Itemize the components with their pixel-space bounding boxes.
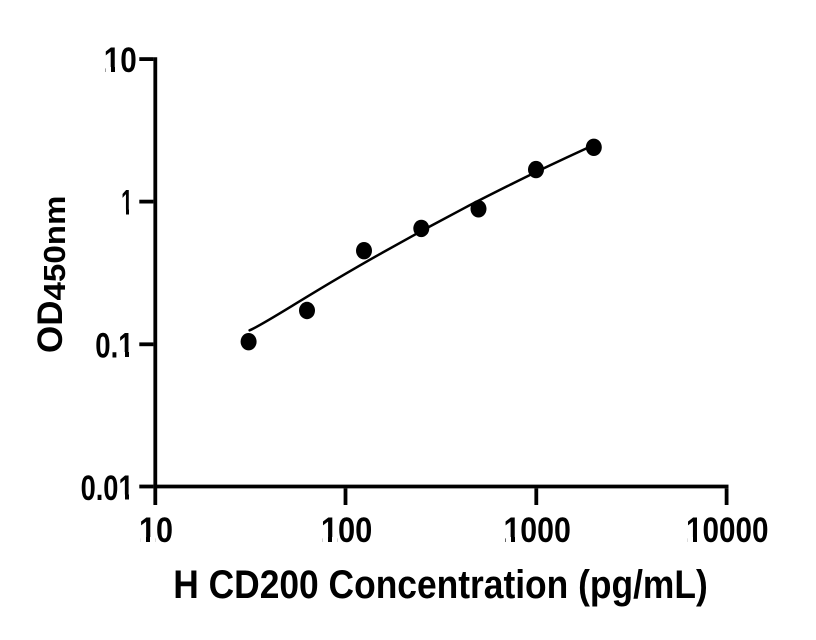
svg-text:1: 1 xyxy=(121,184,133,223)
svg-text:OD450nm: OD450nm xyxy=(31,196,72,354)
svg-text:H CD200 Concentration (pg/mL): H CD200 Concentration (pg/mL) xyxy=(173,563,708,607)
svg-text:1000: 1000 xyxy=(503,511,571,550)
svg-text:0.01: 0.01 xyxy=(81,469,134,508)
svg-text:10: 10 xyxy=(104,41,137,80)
svg-text:100: 100 xyxy=(321,511,373,550)
svg-text:10: 10 xyxy=(139,511,173,550)
svg-text:0.1: 0.1 xyxy=(95,326,133,365)
svg-text:10000: 10000 xyxy=(686,511,769,550)
